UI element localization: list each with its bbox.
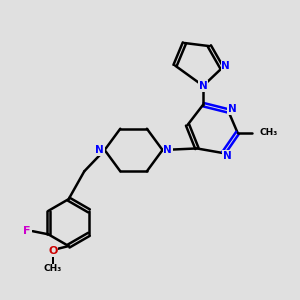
Text: CH₃: CH₃: [260, 128, 278, 137]
Text: N: N: [95, 145, 104, 155]
Text: N: N: [223, 151, 232, 160]
Text: N: N: [228, 104, 237, 114]
Text: N: N: [199, 81, 208, 91]
Text: N: N: [221, 61, 230, 71]
Text: N: N: [164, 145, 172, 155]
Text: CH₃: CH₃: [44, 264, 62, 273]
Text: F: F: [23, 226, 31, 236]
Text: O: O: [48, 246, 57, 256]
